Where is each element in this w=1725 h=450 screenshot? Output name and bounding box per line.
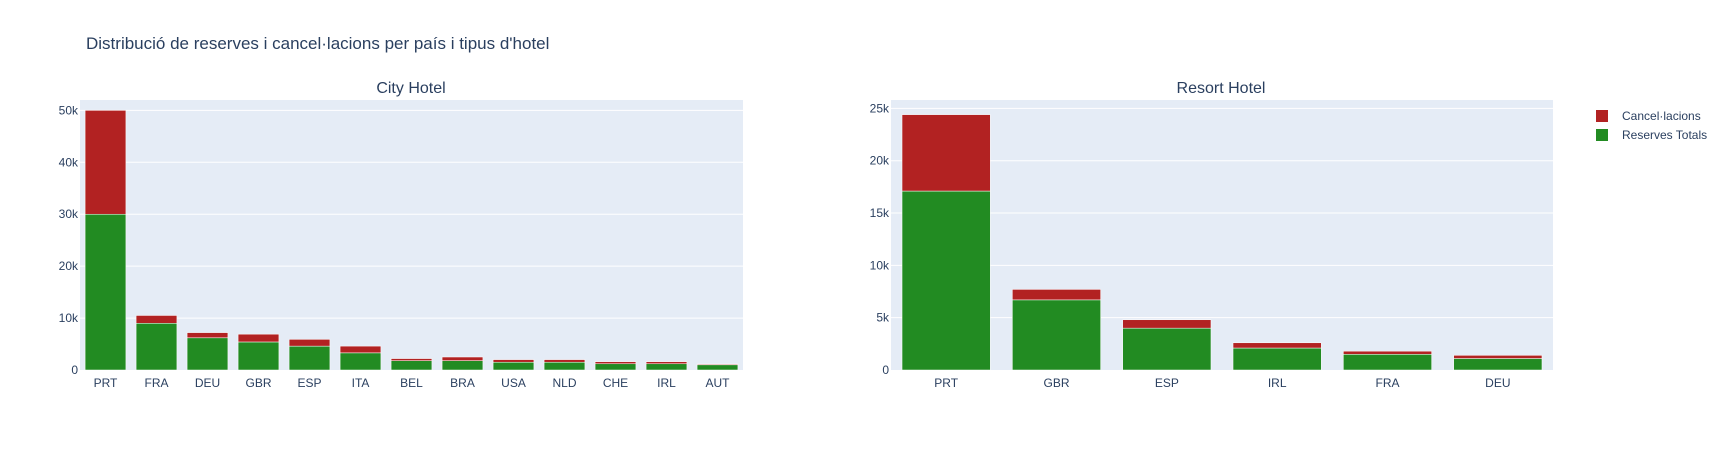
resort-bar-cancellations-prt bbox=[901, 114, 991, 192]
city-xtick-label: BEL bbox=[400, 376, 423, 390]
resort-xtick-label: DEU bbox=[1485, 376, 1510, 390]
subplot-title-resort-hotel: Resort Hotel bbox=[1176, 80, 1266, 97]
resort-xtick-label: PRT bbox=[934, 376, 958, 390]
city-bar-bookings-irl bbox=[645, 363, 688, 371]
city-bar-bookings-bra bbox=[441, 360, 484, 371]
city-bar-bookings-deu bbox=[186, 337, 229, 371]
city-bar-bookings-prt bbox=[84, 213, 127, 371]
city-xtick-label: CHE bbox=[603, 376, 628, 390]
city-xtick-label: ITA bbox=[352, 376, 370, 390]
city-ytick-label: 30k bbox=[59, 207, 79, 221]
city-bar-cancellations-bra bbox=[441, 356, 484, 361]
city-bar-bookings-aut bbox=[696, 364, 739, 371]
city-bar-bookings-ita bbox=[339, 352, 382, 371]
city-bar-cancellations-aut bbox=[696, 363, 739, 366]
city-xtick-label: ESP bbox=[297, 376, 321, 390]
city-bar-cancellations-che bbox=[594, 361, 637, 365]
city-bar-bookings-nld bbox=[543, 361, 586, 371]
city-xtick-label: GBR bbox=[245, 376, 271, 390]
figure-title: Distribució de reserves i cancel·lacions… bbox=[86, 34, 550, 53]
resort-xtick-label: FRA bbox=[1376, 376, 1400, 390]
resort-bar-cancellations-esp bbox=[1122, 319, 1212, 329]
city-bar-cancellations-deu bbox=[186, 332, 229, 339]
resort-ytick-label: 20k bbox=[870, 154, 890, 168]
city-bar-cancellations-usa bbox=[492, 359, 535, 363]
resort-bar-cancellations-deu bbox=[1453, 355, 1543, 359]
resort-bar-bookings-irl bbox=[1232, 347, 1322, 371]
city-bar-bookings-usa bbox=[492, 361, 535, 371]
resort-ytick-label: 0 bbox=[882, 363, 889, 377]
resort-ytick-label: 10k bbox=[870, 258, 890, 272]
city-bar-bookings-bel bbox=[390, 360, 433, 371]
legend-swatch-cancellations bbox=[1596, 109, 1608, 122]
city-xtick-label: PRT bbox=[94, 376, 118, 390]
city-bar-cancellations-esp bbox=[288, 339, 331, 347]
city-bar-bookings-esp bbox=[288, 345, 331, 371]
subplot-title-city-hotel: City Hotel bbox=[376, 80, 446, 97]
city-bar-bookings-fra bbox=[135, 323, 178, 371]
resort-xtick-label: IRL bbox=[1268, 376, 1287, 390]
legend-label-cancellations: Cancel·lacions bbox=[1622, 108, 1701, 123]
legend-item-bookings[interactable]: Reserves Totals bbox=[1596, 125, 1707, 144]
city-xtick-label: DEU bbox=[195, 376, 220, 390]
city-bar-cancellations-bel bbox=[390, 358, 433, 361]
resort-bar-cancellations-fra bbox=[1343, 350, 1432, 355]
city-bar-cancellations-prt bbox=[84, 110, 127, 215]
resort-bar-cancellations-gbr bbox=[1012, 289, 1101, 301]
city-ytick-label: 20k bbox=[59, 259, 79, 273]
city-ytick-label: 10k bbox=[59, 311, 79, 325]
city-bar-cancellations-nld bbox=[543, 359, 586, 363]
city-ytick-label: 40k bbox=[59, 155, 79, 169]
city-xtick-label: AUT bbox=[706, 376, 731, 390]
legend-label-bookings: Reserves Totals bbox=[1622, 127, 1708, 142]
city-xtick-label: FRA bbox=[145, 376, 169, 390]
resort-ytick-label: 25k bbox=[870, 101, 890, 115]
city-ytick-label: 0 bbox=[71, 363, 78, 377]
city-plot-area bbox=[80, 100, 743, 370]
city-bar-cancellations-gbr bbox=[237, 333, 280, 343]
resort-bar-bookings-deu bbox=[1453, 358, 1543, 371]
city-bar-cancellations-irl bbox=[645, 361, 688, 365]
resort-bar-bookings-esp bbox=[1122, 327, 1212, 371]
city-bar-bookings-che bbox=[594, 363, 637, 371]
resort-ytick-label: 15k bbox=[870, 206, 890, 220]
city-xtick-label: IRL bbox=[657, 376, 676, 390]
city-bar-cancellations-ita bbox=[339, 345, 382, 354]
city-ytick-label: 50k bbox=[59, 103, 79, 117]
resort-bar-bookings-gbr bbox=[1012, 299, 1101, 371]
resort-bar-bookings-fra bbox=[1343, 354, 1432, 371]
resort-bar-bookings-prt bbox=[901, 190, 991, 371]
city-bar-cancellations-fra bbox=[135, 315, 178, 324]
city-xtick-label: NLD bbox=[552, 376, 576, 390]
city-bar-bookings-gbr bbox=[237, 341, 280, 371]
resort-bar-cancellations-irl bbox=[1232, 342, 1322, 349]
legend-swatch-bookings bbox=[1596, 128, 1608, 141]
resort-plot-area bbox=[891, 100, 1553, 370]
city-xtick-label: BRA bbox=[450, 376, 475, 390]
resort-ytick-label: 5k bbox=[876, 311, 890, 325]
legend-item-cancellations[interactable]: Cancel·lacions bbox=[1596, 106, 1707, 125]
legend: Cancel·lacions Reserves Totals bbox=[1596, 106, 1707, 144]
resort-xtick-label: GBR bbox=[1043, 376, 1069, 390]
resort-xtick-label: ESP bbox=[1155, 376, 1179, 390]
city-xtick-label: USA bbox=[501, 376, 526, 390]
